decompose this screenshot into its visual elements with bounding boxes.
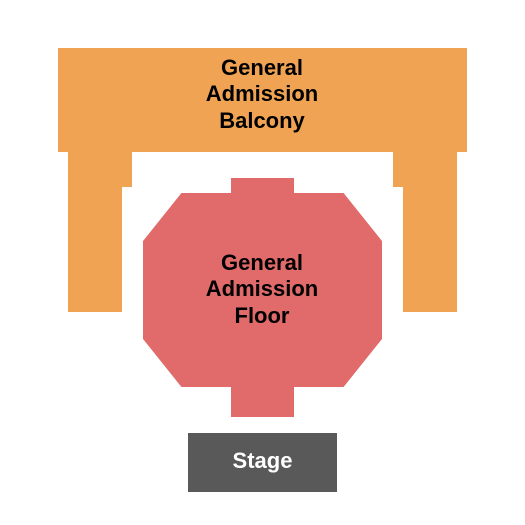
- stage-label: Stage: [185, 448, 340, 474]
- balcony-label: General Admission Balcony: [162, 55, 362, 134]
- floor-label: General Admission Floor: [162, 250, 362, 329]
